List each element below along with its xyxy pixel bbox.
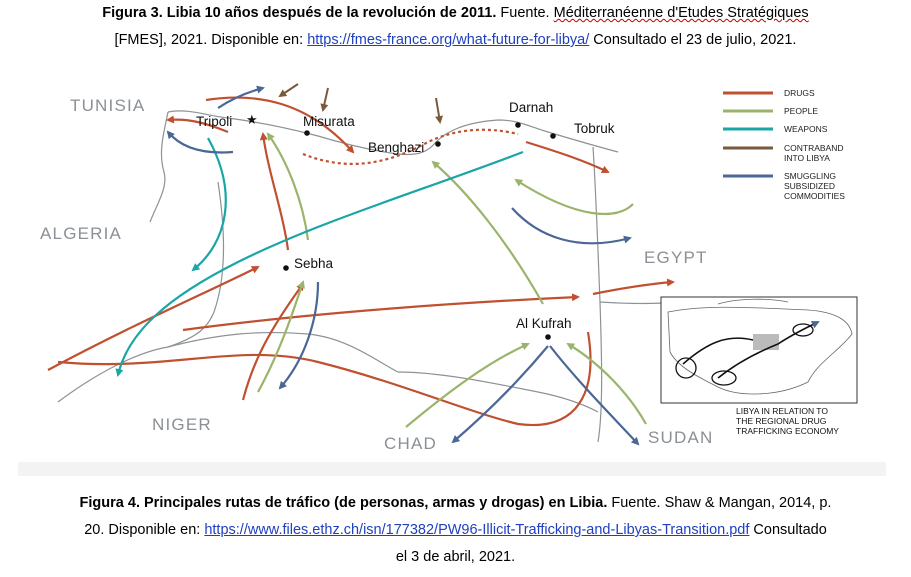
people-route-niger-sebha bbox=[257, 280, 305, 393]
inset-circle-east bbox=[792, 323, 814, 337]
libya-egypt-border bbox=[592, 146, 603, 443]
inset-europe-outline bbox=[717, 298, 789, 305]
figure-4-caption: Figura 4. Principales rutas de tráfico (… bbox=[18, 490, 893, 571]
figure-4-line2-prefix: 20. Disponible en: bbox=[84, 522, 205, 538]
inset-caption-1: LIBYA IN RELATION TO bbox=[736, 406, 828, 416]
city-tripoli: Tripoli bbox=[196, 114, 232, 129]
people-route-chad-kufrah bbox=[405, 342, 530, 428]
smuggling-route-tripoli-north bbox=[217, 85, 265, 109]
figure-3-source-prefix: Fuente. bbox=[496, 5, 554, 21]
country-algeria: ALGERIA bbox=[40, 224, 122, 243]
weapons-route-tripoli-algeria bbox=[191, 137, 227, 272]
figure-4-label: Figura 4. Principales rutas de tráfico (… bbox=[79, 495, 608, 511]
people-route-kufrah-benghazi bbox=[431, 160, 544, 305]
inset-africa-outline bbox=[667, 306, 853, 395]
contraband-route-3 bbox=[435, 97, 443, 124]
smuggling-route-tripoli-tunisia bbox=[166, 130, 234, 154]
legend-drugs: DRUGS bbox=[784, 88, 815, 98]
libya-south-border bbox=[167, 331, 399, 373]
inset-circle-sahel bbox=[711, 370, 737, 386]
drug-route-niger-egypt bbox=[182, 293, 580, 332]
benghazi-dot bbox=[435, 141, 441, 147]
map-bottom-band bbox=[18, 462, 886, 476]
legend: DRUGS PEOPLE WEAPONS CONTRABAND INTO LIB… bbox=[723, 88, 845, 201]
tripoli-star-icon: ★ bbox=[246, 113, 258, 128]
drug-routes bbox=[47, 96, 675, 427]
coastline bbox=[167, 110, 619, 156]
smuggling-route-east-egypt bbox=[511, 207, 632, 245]
drug-route-chad-north bbox=[241, 282, 305, 401]
people-route-sebha-misurata bbox=[266, 132, 310, 241]
drug-route-coastal-west bbox=[166, 115, 229, 134]
contraband-route-2 bbox=[320, 87, 329, 112]
legend-people: PEOPLE bbox=[784, 106, 818, 116]
country-chad: CHAD bbox=[384, 434, 437, 453]
legend-contraband-2: INTO LIBYA bbox=[784, 153, 830, 163]
inset-route-2 bbox=[717, 321, 820, 379]
smuggling-route-kufrah-sudan bbox=[549, 345, 640, 446]
legend-weapons: WEAPONS bbox=[784, 124, 828, 134]
figure-3-label: Figura 3. Libia 10 años después de la re… bbox=[102, 5, 497, 21]
tobruk-dot bbox=[550, 133, 556, 139]
libya-trafficking-map: TUNISIA ALGERIA NIGER CHAD SUDAN EGYPT bbox=[18, 72, 886, 476]
weapons-route-benghazi-niger bbox=[115, 150, 524, 377]
figure-4-link[interactable]: https://www.files.ethz.ch/isn/177382/PW9… bbox=[204, 522, 750, 538]
inset-map: LIBYA IN RELATION TO THE REGIONAL DRUG T… bbox=[660, 296, 858, 436]
weapons-routes bbox=[115, 137, 524, 377]
inset-caption-2: THE REGIONAL DRUG bbox=[736, 416, 826, 426]
contraband-route-1 bbox=[278, 83, 299, 98]
country-niger: NIGER bbox=[152, 415, 212, 434]
misurata-dot bbox=[304, 130, 310, 136]
algeria-niger-border bbox=[57, 346, 169, 403]
inset-caption-3: TRAFFICKING ECONOMY bbox=[736, 426, 839, 436]
darnah-dot bbox=[515, 122, 521, 128]
city-benghazi: Benghazi bbox=[368, 140, 424, 155]
people-route-sudan-kufrah bbox=[566, 342, 647, 425]
people-routes bbox=[257, 132, 647, 428]
city-alkufrah: Al Kufrah bbox=[516, 316, 572, 331]
country-sudan: SUDAN bbox=[648, 428, 714, 447]
figure-4-line3: el 3 de abril, 2021. bbox=[395, 549, 516, 565]
city-misurata: Misurata bbox=[303, 114, 355, 129]
figure-3-caption: Figura 3. Libia 10 años después de la re… bbox=[18, 0, 893, 54]
city-sebha: Sebha bbox=[294, 256, 334, 271]
drug-route-sudan-loop bbox=[57, 331, 592, 427]
contraband-routes bbox=[278, 83, 443, 124]
figure-4-line2-suffix: Consultado bbox=[749, 522, 827, 538]
smuggling-route-kufrah-chad bbox=[451, 345, 549, 444]
libya-west-border bbox=[167, 181, 225, 348]
legend-smuggling-2: SUBSIDIZED bbox=[784, 181, 835, 191]
figure-3-link[interactable]: https://fmes-france.org/what-future-for-… bbox=[307, 32, 590, 48]
cities: ★ Tripoli Misurata Benghazi Darnah Tobru… bbox=[196, 100, 615, 340]
city-tobruk: Tobruk bbox=[574, 121, 615, 136]
figure-3-line2-prefix: [FMES], 2021. Disponible en: bbox=[114, 32, 308, 48]
smuggling-route-sebha-south bbox=[278, 281, 320, 390]
alkufrah-dot bbox=[545, 334, 551, 340]
drug-route-kufrah-egypt bbox=[592, 278, 675, 296]
figure-3-line2-suffix: Consultado el 23 de julio, 2021. bbox=[589, 32, 797, 48]
legend-smuggling-1: SMUGGLING bbox=[784, 171, 836, 181]
country-tunisia: TUNISIA bbox=[70, 96, 145, 115]
inset-libya-highlight bbox=[753, 334, 779, 350]
sebha-dot bbox=[283, 265, 289, 271]
drug-route-south-north bbox=[259, 132, 290, 251]
smuggling-routes bbox=[166, 85, 640, 446]
inset-circle-west bbox=[675, 357, 697, 379]
drug-route-tripoli-benghazi bbox=[205, 96, 355, 154]
legend-smuggling-3: COMMODITIES bbox=[784, 191, 845, 201]
tunisia-algeria-border bbox=[149, 111, 169, 223]
city-darnah: Darnah bbox=[509, 100, 553, 115]
people-route-east-loop bbox=[514, 178, 634, 216]
legend-contraband-1: CONTRABAND bbox=[784, 143, 844, 153]
figure-4-source-prefix: Fuente. Shaw & Mangan, 2014, p. bbox=[607, 495, 832, 511]
drug-route-coastal-dotted bbox=[302, 128, 519, 165]
country-egypt: EGYPT bbox=[644, 248, 708, 267]
figure-3-source-name: Méditerranéenne d'Etudes Stratégiques bbox=[553, 5, 809, 21]
drug-route-niger-sebha bbox=[47, 266, 260, 371]
drug-route-east-egypt bbox=[525, 140, 610, 174]
